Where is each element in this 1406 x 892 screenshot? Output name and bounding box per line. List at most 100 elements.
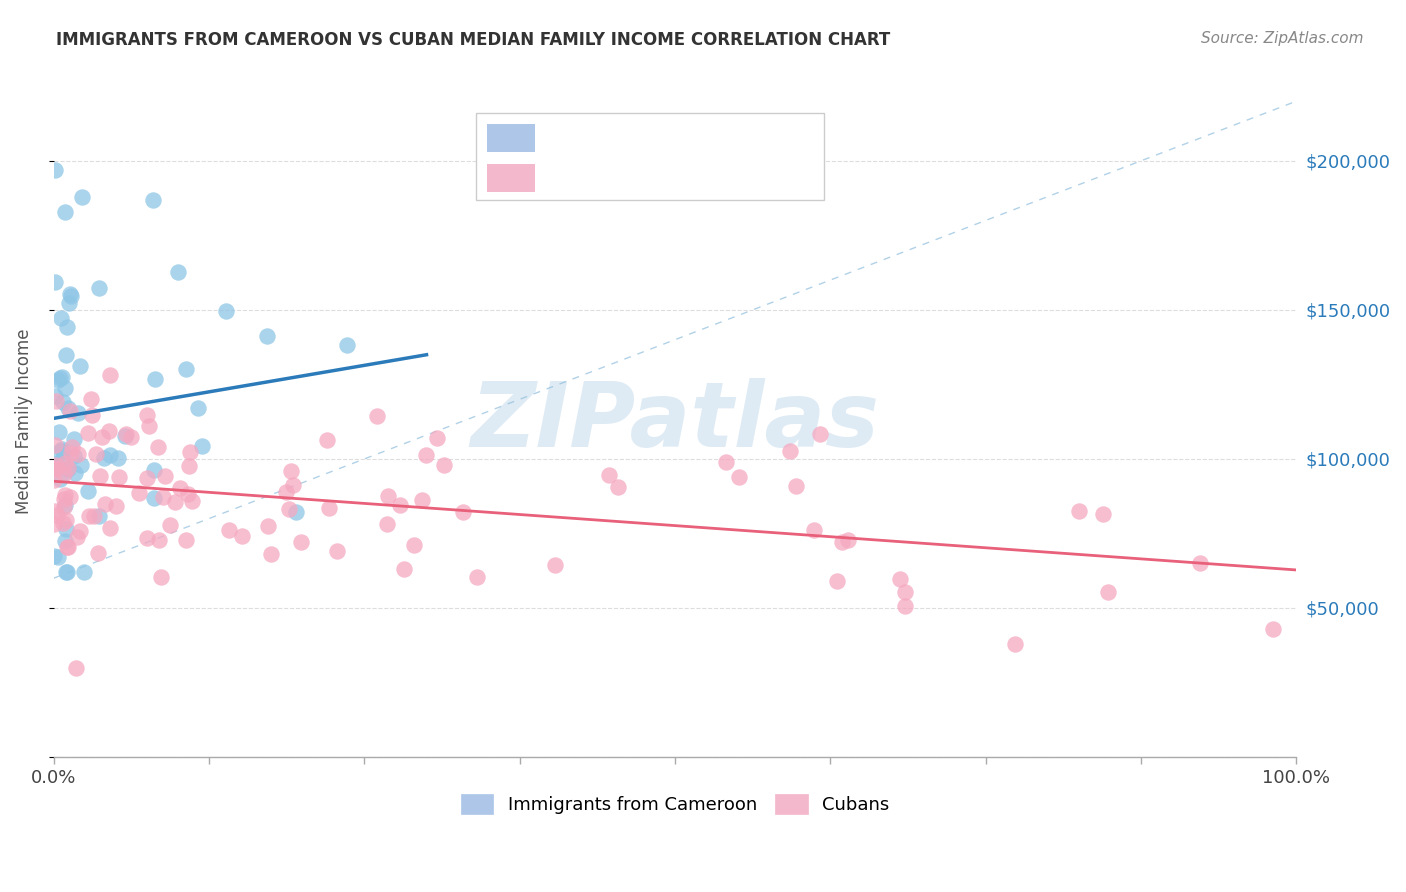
- Point: [543, 558, 565, 572]
- Point: [49, 311, 72, 326]
- Point: [53, 488, 76, 502]
- Point: [803, 523, 825, 537]
- Point: [44, 473, 66, 487]
- Point: [128, 486, 150, 500]
- Point: [433, 458, 456, 472]
- Point: [179, 458, 201, 473]
- Point: [190, 440, 212, 454]
- Point: [136, 532, 159, 546]
- Point: [276, 484, 298, 499]
- Point: [290, 534, 312, 549]
- Point: [179, 444, 201, 458]
- Point: [98, 448, 121, 462]
- Point: [58, 295, 80, 310]
- Legend: Immigrants from Cameroon, Cubans: Immigrants from Cameroon, Cubans: [454, 787, 897, 822]
- Point: [318, 501, 340, 516]
- Point: [136, 471, 159, 485]
- Point: [45, 508, 67, 522]
- Point: [84, 447, 107, 461]
- Point: [66, 406, 89, 420]
- Point: [53, 456, 76, 470]
- Point: [48, 444, 70, 458]
- Point: [785, 479, 807, 493]
- Point: [115, 426, 138, 441]
- Point: [779, 444, 801, 458]
- Point: [889, 572, 911, 586]
- Text: IMMIGRANTS FROM CAMEROON VS CUBAN MEDIAN FAMILY INCOME CORRELATION CHART: IMMIGRANTS FROM CAMEROON VS CUBAN MEDIAN…: [56, 31, 890, 49]
- Point: [107, 451, 129, 466]
- Point: [377, 489, 399, 503]
- Point: [277, 502, 299, 516]
- Point: [55, 348, 77, 362]
- Point: [98, 424, 121, 438]
- Point: [894, 584, 917, 599]
- Point: [415, 448, 437, 462]
- Point: [149, 570, 172, 584]
- Point: [727, 470, 749, 484]
- Point: [465, 570, 488, 584]
- Point: [598, 467, 620, 482]
- Point: [825, 574, 848, 588]
- Text: ZIPatlas: ZIPatlas: [471, 377, 880, 466]
- Point: [153, 468, 176, 483]
- Point: [59, 403, 82, 417]
- Point: [44, 389, 66, 403]
- Point: [98, 368, 121, 383]
- Point: [98, 521, 121, 535]
- Point: [55, 513, 77, 527]
- Point: [48, 425, 70, 440]
- Point: [281, 478, 304, 492]
- Point: [58, 462, 80, 476]
- Point: [285, 505, 308, 519]
- Point: [142, 193, 165, 207]
- Point: [70, 189, 93, 203]
- Point: [174, 361, 197, 376]
- Point: [893, 599, 915, 613]
- Point: [51, 370, 73, 384]
- Point: [148, 441, 170, 455]
- Point: [606, 479, 628, 493]
- Point: [159, 518, 181, 533]
- Point: [411, 492, 433, 507]
- Point: [60, 440, 83, 454]
- Point: [257, 519, 280, 533]
- Point: [63, 466, 86, 480]
- Point: [53, 467, 76, 481]
- Point: [52, 516, 75, 530]
- Point: [135, 408, 157, 422]
- Point: [152, 490, 174, 504]
- Point: [1263, 622, 1285, 636]
- Point: [52, 444, 75, 458]
- Point: [256, 329, 278, 343]
- Point: [231, 529, 253, 543]
- Point: [280, 464, 302, 478]
- Y-axis label: Median Family Income: Median Family Income: [15, 329, 32, 515]
- Point: [402, 538, 425, 552]
- Point: [76, 483, 98, 498]
- Point: [45, 457, 67, 471]
- Point: [1067, 504, 1090, 518]
- Point: [44, 162, 66, 177]
- Point: [143, 491, 166, 505]
- Point: [388, 499, 411, 513]
- Point: [187, 401, 209, 415]
- Point: [87, 546, 110, 560]
- Point: [80, 392, 103, 407]
- Point: [69, 524, 91, 538]
- Point: [46, 373, 69, 387]
- Point: [114, 429, 136, 443]
- Point: [65, 660, 87, 674]
- Point: [63, 450, 86, 464]
- Point: [90, 430, 112, 444]
- Point: [44, 549, 66, 564]
- Point: [62, 433, 84, 447]
- Point: [169, 481, 191, 495]
- Point: [70, 458, 93, 472]
- Point: [215, 304, 238, 318]
- Point: [58, 540, 80, 554]
- Point: [1091, 507, 1114, 521]
- Point: [56, 540, 79, 554]
- Point: [77, 509, 100, 524]
- Point: [392, 562, 415, 576]
- Point: [425, 431, 447, 445]
